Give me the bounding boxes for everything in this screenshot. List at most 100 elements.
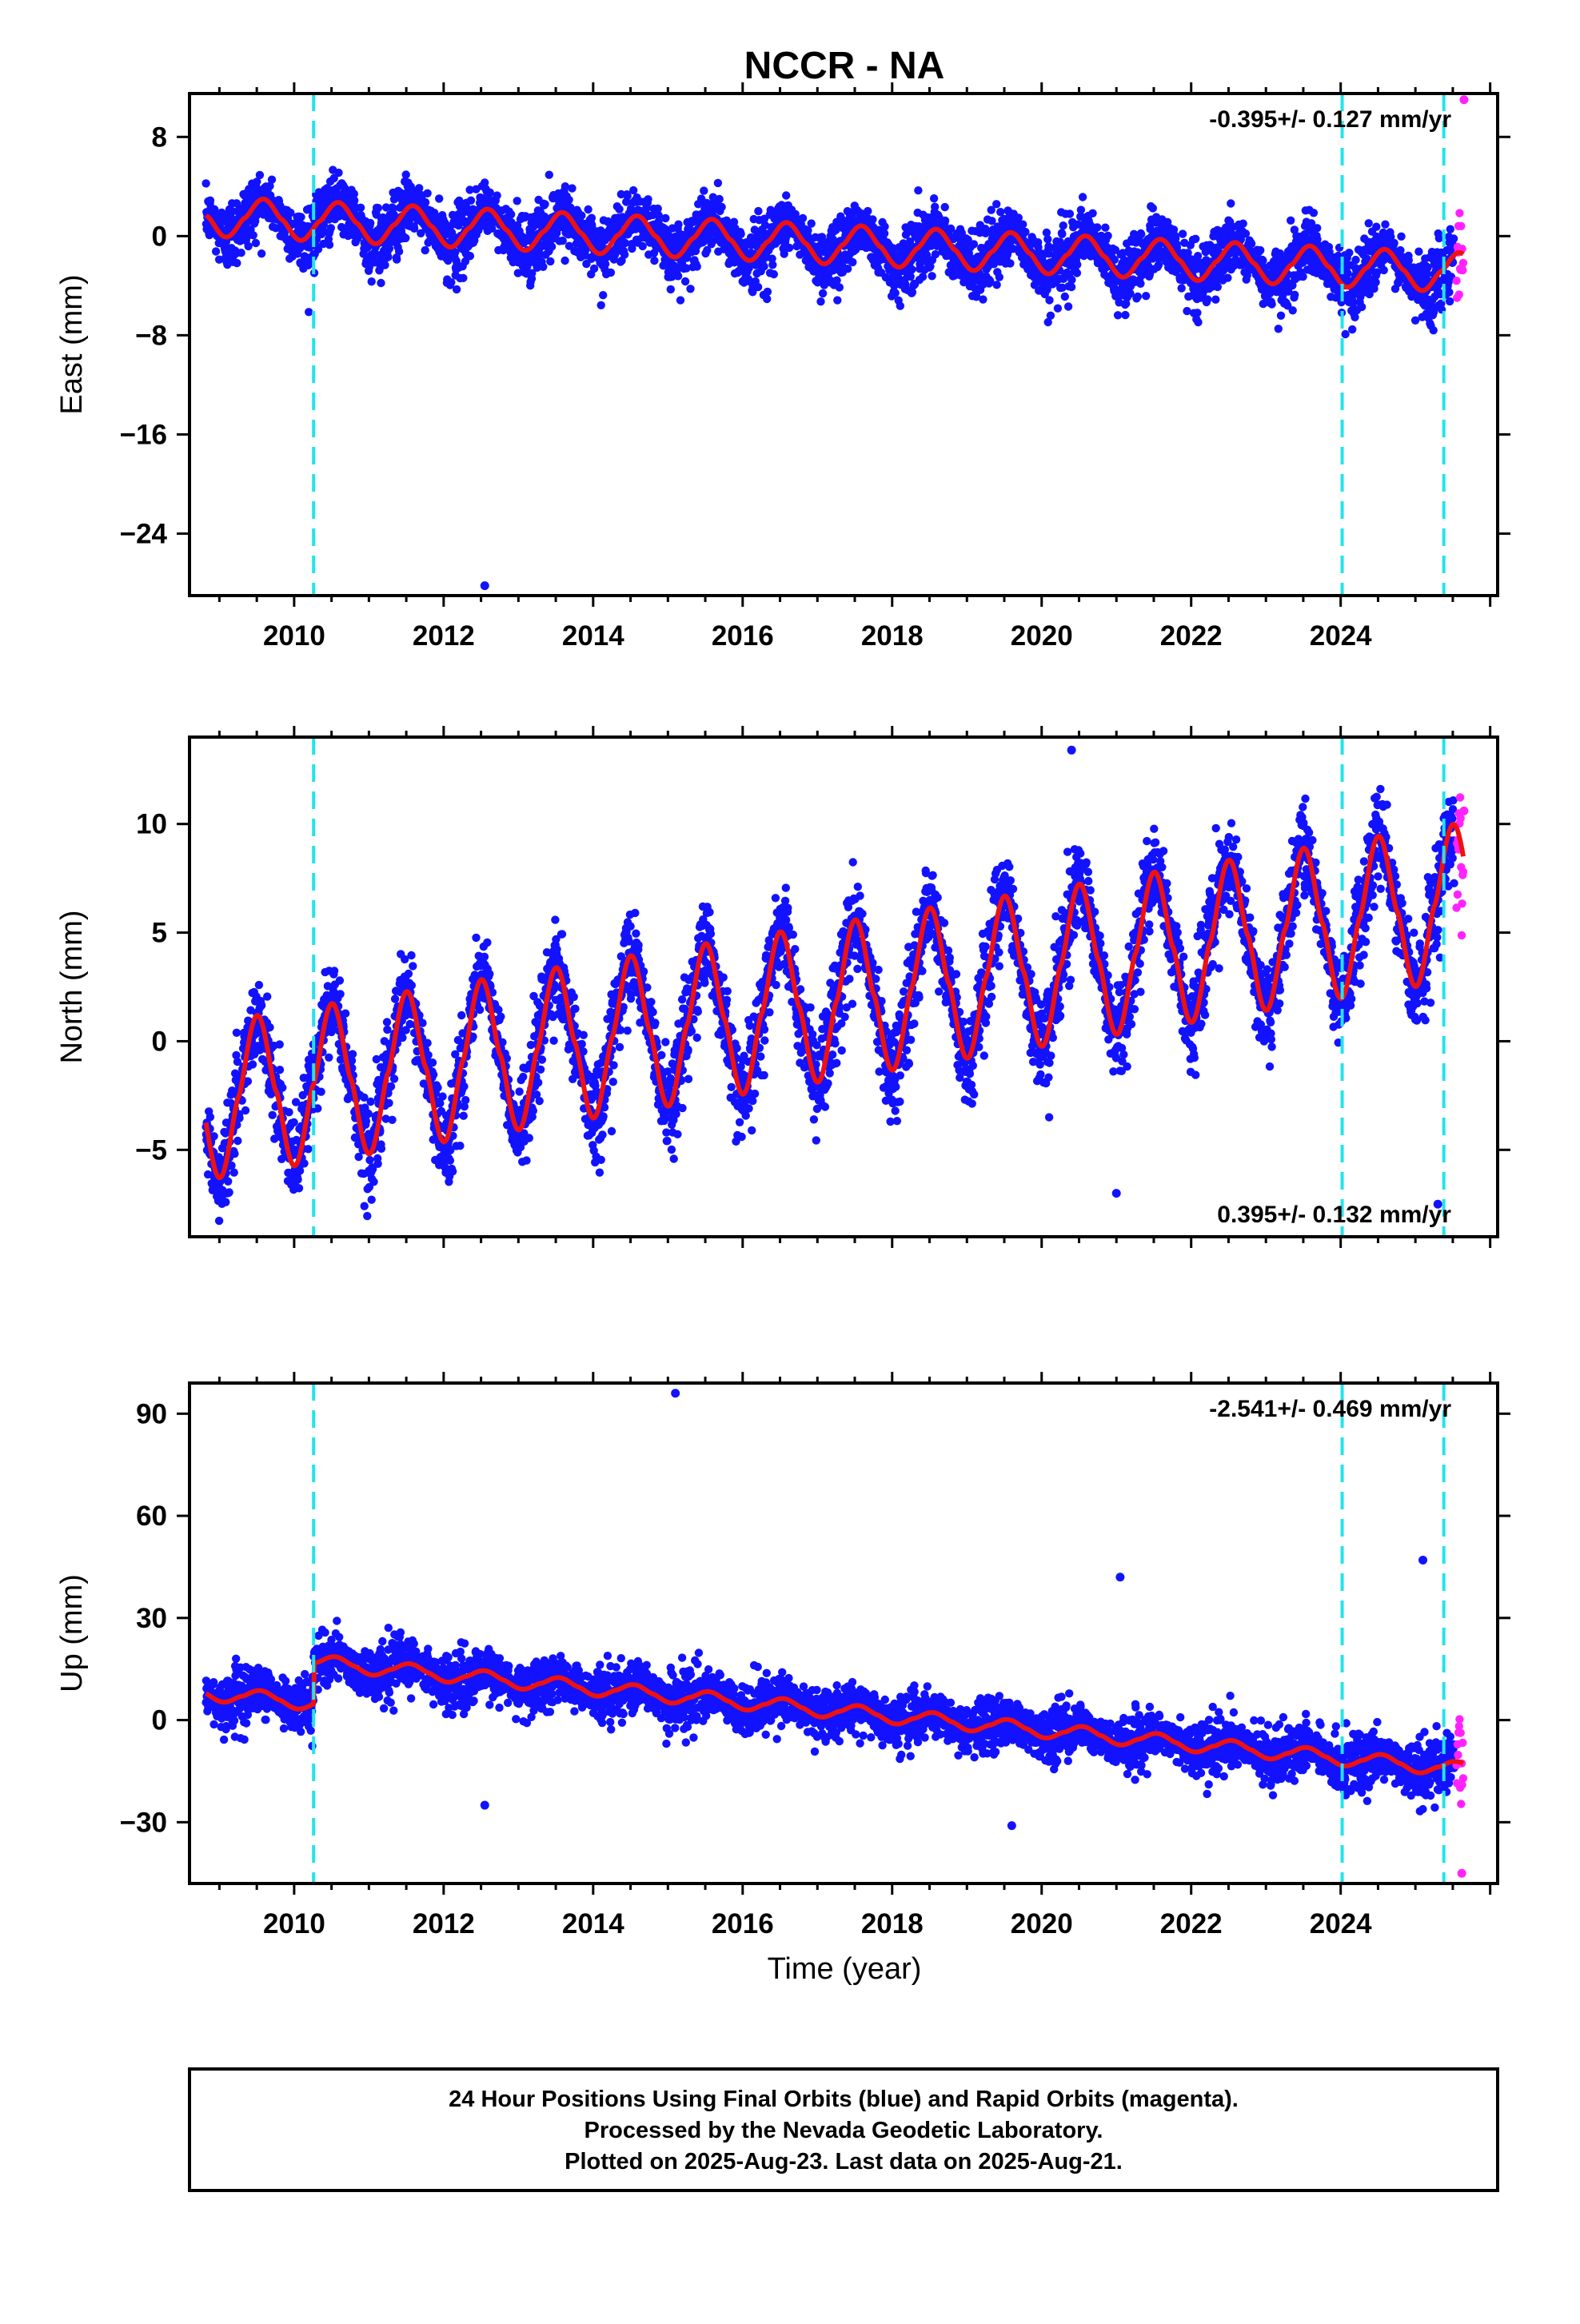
data-point	[233, 1137, 241, 1145]
data-point	[249, 231, 257, 239]
data-point	[1193, 309, 1201, 317]
data-point	[237, 249, 245, 257]
data-point	[1247, 240, 1255, 248]
data-point	[1073, 261, 1081, 269]
data-point	[1445, 288, 1453, 296]
data-point	[819, 289, 827, 297]
y-tick-label: −16	[120, 419, 167, 450]
data-point	[1358, 303, 1366, 311]
data-point	[674, 272, 682, 280]
data-point	[919, 273, 927, 281]
data-point	[667, 285, 675, 293]
data-point	[507, 210, 515, 218]
velocity-label-east: -0.395+/- 0.127 mm/yr	[1209, 106, 1451, 133]
data-point	[330, 967, 338, 975]
data-point	[486, 189, 494, 197]
data-point	[941, 203, 949, 211]
data-point	[584, 205, 592, 213]
data-point	[230, 1150, 238, 1158]
data-point	[276, 1066, 284, 1074]
data-point	[615, 205, 623, 213]
data-point	[295, 1184, 303, 1192]
data-point	[700, 186, 708, 194]
data-point	[1345, 249, 1353, 257]
data-point	[1223, 273, 1231, 281]
data-point	[327, 224, 335, 232]
data-point	[970, 240, 978, 248]
data-point	[317, 1088, 325, 1096]
data-point	[941, 217, 949, 225]
outlier-point	[1459, 95, 1468, 104]
data-point	[256, 171, 264, 179]
data-point	[764, 288, 772, 296]
data-point	[1211, 296, 1219, 304]
data-point	[1149, 204, 1157, 212]
data-point	[992, 281, 1000, 289]
data-point	[1275, 325, 1283, 333]
data-point	[1450, 234, 1458, 242]
data-point	[716, 195, 724, 203]
x-tick-label: 2020	[1011, 620, 1073, 652]
data-point	[714, 179, 722, 187]
data-point	[539, 263, 547, 271]
plot-area-north	[201, 737, 1468, 1237]
data-point	[269, 1111, 277, 1119]
figure-title: NCCR - NA	[744, 45, 945, 87]
data-point	[1137, 230, 1145, 238]
data-point	[1134, 293, 1142, 301]
data-point	[1178, 284, 1186, 292]
data-point	[928, 272, 936, 280]
data-point	[1381, 221, 1389, 229]
data-point	[1239, 220, 1247, 228]
data-point	[493, 191, 501, 199]
data-point	[293, 1175, 301, 1183]
plot-area-east	[201, 94, 1468, 596]
rapid-point	[1459, 259, 1467, 267]
data-point	[541, 200, 549, 208]
x-tick-label: 2024	[1310, 620, 1372, 652]
data-point	[300, 1159, 308, 1167]
data-point	[447, 278, 455, 286]
data-point	[297, 213, 305, 221]
data-point	[896, 302, 904, 310]
data-point	[561, 257, 569, 265]
data-point	[754, 283, 762, 291]
data-point	[401, 234, 409, 242]
data-point	[1348, 325, 1356, 333]
data-point	[453, 285, 461, 293]
data-point	[374, 204, 382, 212]
data-point	[629, 186, 637, 194]
rapid-point	[1455, 290, 1463, 298]
data-point	[224, 1178, 232, 1186]
x-tick-label: 2012	[413, 620, 475, 652]
rapid-point	[1458, 266, 1466, 274]
data-point	[466, 252, 474, 260]
data-point	[816, 297, 824, 305]
data-point	[1291, 291, 1299, 299]
data-point	[1142, 292, 1150, 300]
y-tick-label: 8	[152, 122, 167, 153]
plot-frame-east	[190, 94, 1498, 596]
x-tick-label: 2014	[562, 620, 624, 652]
data-point	[1380, 266, 1388, 274]
data-point	[808, 219, 816, 227]
data-point	[836, 283, 844, 291]
data-point	[661, 214, 669, 222]
data-point	[1446, 297, 1454, 305]
data-point	[1066, 209, 1074, 217]
final-orbit-points-east	[201, 95, 1468, 590]
data-point	[285, 1108, 293, 1116]
y-tick-label: 0	[152, 221, 167, 252]
data-point	[1059, 221, 1067, 229]
x-ticks-east	[219, 82, 1490, 607]
data-point	[1390, 239, 1398, 247]
x-tick-label: 2010	[263, 620, 325, 652]
data-point	[907, 273, 915, 281]
data-point	[1101, 224, 1109, 232]
data-point	[225, 1188, 233, 1196]
data-point	[844, 265, 852, 273]
data-point	[249, 1060, 257, 1068]
data-point	[1435, 234, 1443, 242]
data-point	[268, 176, 276, 184]
data-point	[305, 308, 313, 316]
